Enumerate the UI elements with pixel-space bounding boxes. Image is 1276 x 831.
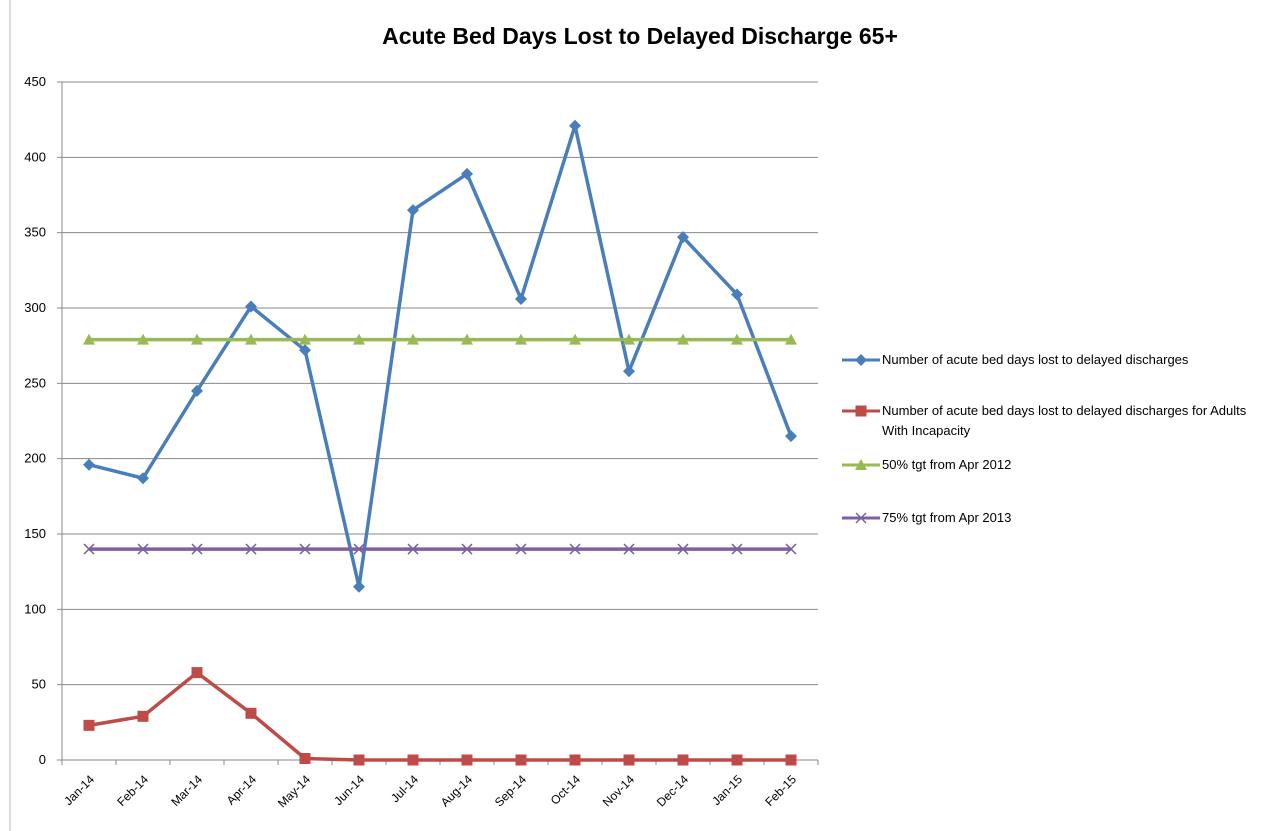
marker [353, 333, 365, 345]
marker [785, 543, 797, 555]
marker [461, 167, 473, 180]
legend-marker [855, 405, 867, 417]
marker [245, 543, 257, 555]
marker [569, 754, 581, 766]
marker [731, 543, 743, 555]
marker [191, 543, 203, 555]
marker [623, 754, 635, 766]
x-tick-label: Jan-14 [61, 772, 97, 808]
marker [569, 119, 581, 132]
marker [407, 333, 419, 345]
x-tick-label: Jan-15 [709, 772, 745, 808]
marker [731, 754, 743, 766]
y-tick-label: 250 [24, 375, 46, 390]
x-tick-label: Jul-14 [388, 772, 421, 805]
x-tick-label: Feb-15 [762, 772, 799, 809]
marker [677, 333, 689, 345]
legend-marker [855, 459, 867, 470]
marker [677, 231, 689, 244]
marker [353, 543, 365, 555]
marker [83, 543, 95, 555]
marker [191, 384, 203, 397]
y-tick-label: 300 [24, 300, 46, 315]
marker [137, 710, 149, 722]
legend-marker [855, 354, 867, 366]
marker [299, 543, 311, 555]
marker [245, 707, 257, 719]
marker [299, 344, 311, 357]
marker [191, 667, 203, 679]
marker [515, 292, 527, 305]
marker [569, 543, 581, 555]
legend-label: 50% tgt from Apr 2012 [882, 457, 1012, 472]
marker [137, 543, 149, 555]
x-tick-label: Mar-14 [168, 772, 205, 809]
y-tick-label: 0 [39, 752, 46, 767]
marker [623, 333, 635, 345]
marker [191, 333, 203, 345]
marker [353, 754, 365, 766]
marker [623, 543, 635, 555]
marker [461, 333, 473, 345]
marker [731, 333, 743, 345]
x-tick-label: Apr-14 [224, 772, 260, 808]
marker [785, 430, 797, 443]
x-tick-label: May-14 [275, 772, 313, 810]
marker [137, 333, 149, 345]
marker [731, 288, 743, 301]
marker [569, 333, 581, 345]
series-line [88, 123, 793, 589]
marker [515, 754, 527, 766]
marker [515, 543, 527, 555]
legend-label: Number of acute bed days lost to delayed… [882, 403, 1247, 438]
marker [83, 458, 95, 471]
marker [407, 754, 419, 766]
y-tick-label: 50 [32, 677, 46, 692]
x-tick-label: Dec-14 [654, 772, 691, 809]
y-tick-label: 350 [24, 225, 46, 240]
marker [785, 754, 797, 766]
y-tick-label: 200 [24, 451, 46, 466]
marker [245, 300, 257, 313]
legend-marker [855, 512, 867, 524]
marker [245, 333, 257, 345]
x-tick-label: Aug-14 [438, 772, 475, 809]
y-tick-label: 400 [24, 149, 46, 164]
marker [137, 472, 149, 485]
marker [461, 543, 473, 555]
marker [677, 543, 689, 555]
series-line [88, 670, 791, 762]
marker [299, 333, 311, 345]
x-tick-label: Feb-14 [114, 772, 151, 809]
marker [83, 333, 95, 345]
marker [515, 333, 527, 345]
marker [83, 719, 95, 731]
legend-label: 75% tgt from Apr 2013 [882, 510, 1012, 525]
y-tick-label: 450 [24, 74, 46, 89]
x-tick-label: Oct-14 [548, 772, 584, 808]
x-tick-label: Nov-14 [600, 772, 637, 809]
y-tick-label: 100 [24, 601, 46, 616]
x-tick-label: Jun-14 [331, 772, 367, 808]
marker [353, 580, 365, 593]
marker [407, 543, 419, 555]
marker [461, 754, 473, 766]
marker [785, 333, 797, 345]
legend-label: Number of acute bed days lost to delayed… [882, 352, 1189, 367]
marker [299, 752, 311, 764]
chart-title: Acute Bed Days Lost to Delayed Discharge… [382, 23, 898, 49]
y-tick-label: 150 [24, 526, 46, 541]
marker [677, 754, 689, 766]
x-tick-label: Sep-14 [492, 772, 529, 809]
marker [407, 204, 419, 217]
marker [623, 365, 635, 378]
